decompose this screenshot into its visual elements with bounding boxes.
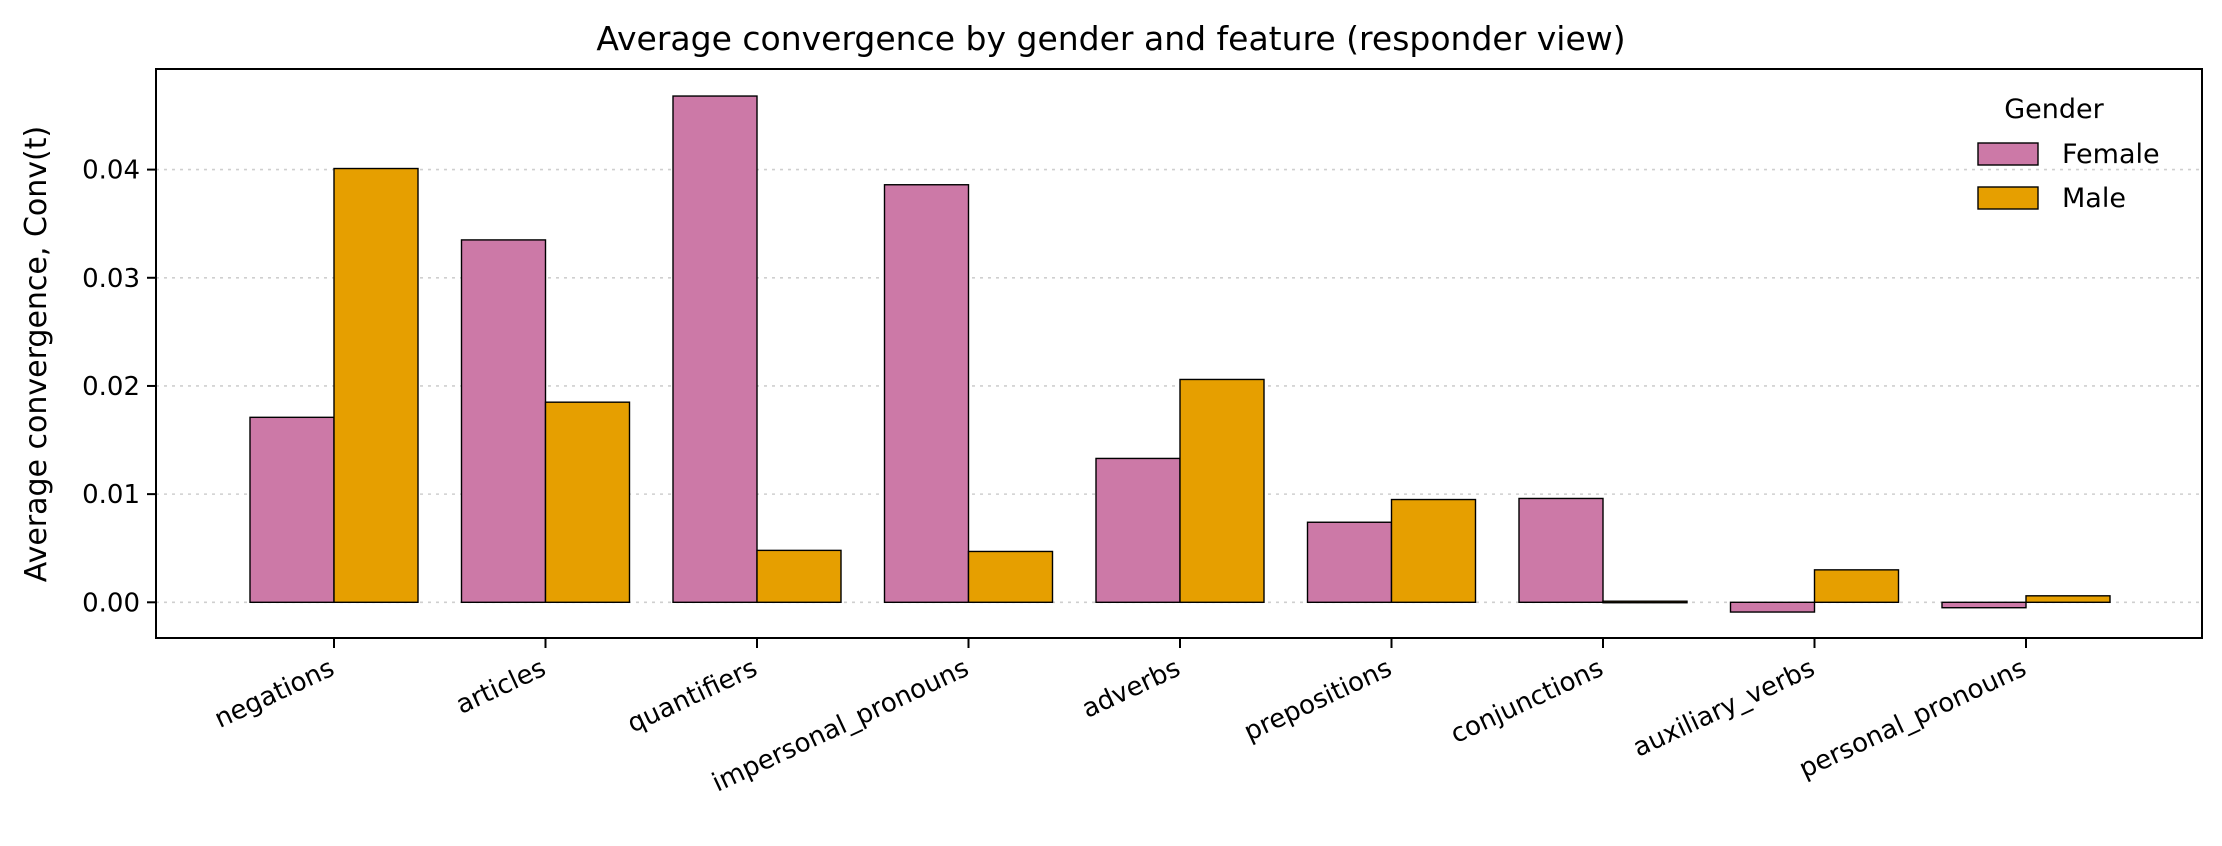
legend-swatch-male — [1977, 186, 2039, 210]
bar-female-auxiliary-verbs — [1729, 601, 1816, 613]
bar-male-prepositions — [1390, 498, 1477, 604]
legend-title: Gender — [2004, 94, 2104, 125]
plot-frame — [155, 68, 2203, 639]
legend-label-male: Male — [2062, 183, 2126, 214]
x-tick-label: auxiliary_verbs — [1629, 653, 1820, 763]
legend-swatch-female — [1977, 142, 2039, 166]
bar-male-negations — [333, 167, 419, 604]
legend: Gender Female Male — [1977, 94, 2160, 214]
bar-female-articles — [460, 239, 547, 604]
bar-female-adverbs — [1095, 457, 1181, 604]
x-tick-label: adverbs — [1078, 653, 1185, 724]
y-tick-label: 0.01 — [82, 480, 140, 510]
bar-male-conjunctions — [1602, 600, 1688, 604]
bar-female-impersonal-pronouns — [883, 184, 970, 604]
y-tick-label: 0.04 — [82, 156, 140, 186]
bar-male-quantifiers — [756, 549, 842, 604]
x-tick-label: prepositions — [1240, 653, 1397, 747]
bar-female-negations — [249, 416, 335, 604]
x-tick-label: personal_pronouns — [1795, 653, 2031, 784]
bar-male-auxiliary-verbs — [1813, 569, 1900, 604]
chart-title: Average convergence by gender and featur… — [596, 19, 1625, 58]
bar-female-personal-pronouns — [1941, 601, 2027, 609]
y-tick-label: 0.02 — [82, 372, 140, 402]
bar-male-impersonal-pronouns — [967, 550, 1054, 604]
y-tick-label: 0.03 — [82, 264, 140, 294]
y-axis-label: Average convergence, Conv(t) — [19, 126, 54, 582]
bar-female-conjunctions — [1518, 497, 1604, 604]
legend-label-female: Female — [2062, 139, 2160, 170]
bar-female-prepositions — [1306, 521, 1393, 604]
bar-male-articles — [544, 401, 631, 604]
y-tick-label: 0.00 — [82, 588, 140, 618]
x-tick-label: negations — [210, 653, 339, 734]
x-tick-label: conjunctions — [1446, 653, 1608, 750]
x-tick-label: quantifiers — [623, 653, 762, 739]
bar-female-quantifiers — [672, 95, 758, 604]
bars — [249, 95, 2111, 613]
bar-male-personal-pronouns — [2025, 595, 2111, 604]
bar-male-adverbs — [1179, 378, 1265, 604]
x-tick-label: articles — [452, 653, 551, 720]
